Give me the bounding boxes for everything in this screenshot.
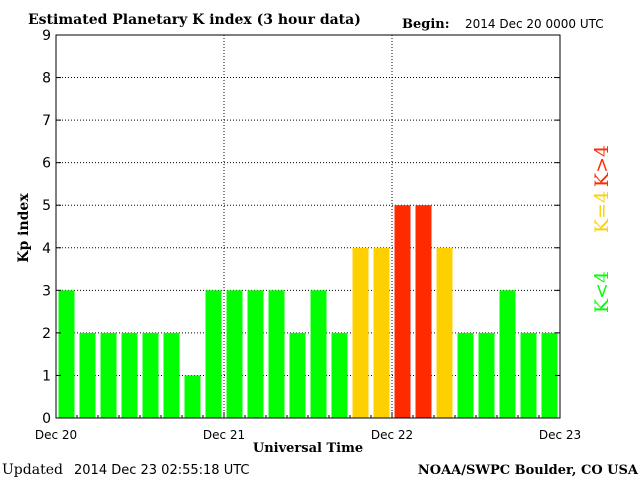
plot-area: 0 1 2 3 4 5 6 7 8 9 Dec 20 Dec 21 Dec 22 Dec 23 — [35, 28, 581, 442]
y-tick-label: 6 — [42, 156, 51, 172]
chart-title: Estimated Planetary K index (3 hour data… — [28, 12, 361, 28]
y-tick-label: 2 — [42, 326, 51, 342]
kp-bar — [79, 332, 96, 418]
kp-bar — [205, 290, 222, 418]
updated-value: 2014 Dec 23 02:55:18 UTC — [74, 463, 249, 478]
legend-above-4: K>4 — [591, 145, 613, 187]
y-tick-label: 3 — [42, 283, 51, 299]
kp-bar — [310, 290, 327, 418]
kp-bar — [478, 332, 495, 418]
kp-bar — [58, 290, 75, 418]
legend-equal-4: K=4 — [591, 191, 613, 233]
y-tick-label: 0 — [42, 411, 51, 427]
legend-below-4: K<4 — [591, 271, 613, 313]
x-tick-label: Dec 22 — [371, 428, 413, 442]
kp-bar — [142, 332, 159, 418]
y-tick-label: 5 — [42, 198, 51, 214]
kp-bar — [436, 247, 453, 418]
kp-bar — [352, 247, 369, 418]
kp-bar — [268, 290, 285, 418]
y-tick-label: 8 — [42, 71, 51, 87]
kp-bar — [331, 332, 348, 418]
x-tick-label: Dec 23 — [539, 428, 581, 442]
kp-bar — [415, 205, 432, 418]
kp-bar — [100, 332, 117, 418]
source-credit: NOAA/SWPC Boulder, CO USA — [418, 463, 639, 478]
kp-bar — [457, 332, 474, 418]
x-tick-label: Dec 21 — [203, 428, 245, 442]
kp-bar — [394, 205, 411, 418]
y-tick-label: 1 — [42, 368, 51, 384]
updated-label: Updated — [2, 462, 63, 478]
y-axis-label: Kp index — [16, 193, 32, 263]
begin-label: Begin: — [402, 17, 450, 32]
kp-bar — [121, 332, 138, 418]
begin-value: 2014 Dec 20 0000 UTC — [465, 17, 604, 31]
kp-bar — [373, 247, 390, 418]
kp-bar — [541, 332, 558, 418]
kp-bar — [499, 290, 516, 418]
y-tick-label: 9 — [42, 28, 51, 44]
y-tick-label: 7 — [42, 113, 51, 129]
x-tick-label: Dec 20 — [35, 428, 77, 442]
kp-bar — [226, 290, 243, 418]
kp-bar — [184, 375, 201, 418]
kp-bar — [289, 332, 306, 418]
y-tick-label: 4 — [42, 241, 51, 257]
kp-bar — [520, 332, 537, 418]
kp-bar — [163, 332, 180, 418]
x-axis-label: Universal Time — [253, 441, 363, 456]
kp-bar — [247, 290, 264, 418]
